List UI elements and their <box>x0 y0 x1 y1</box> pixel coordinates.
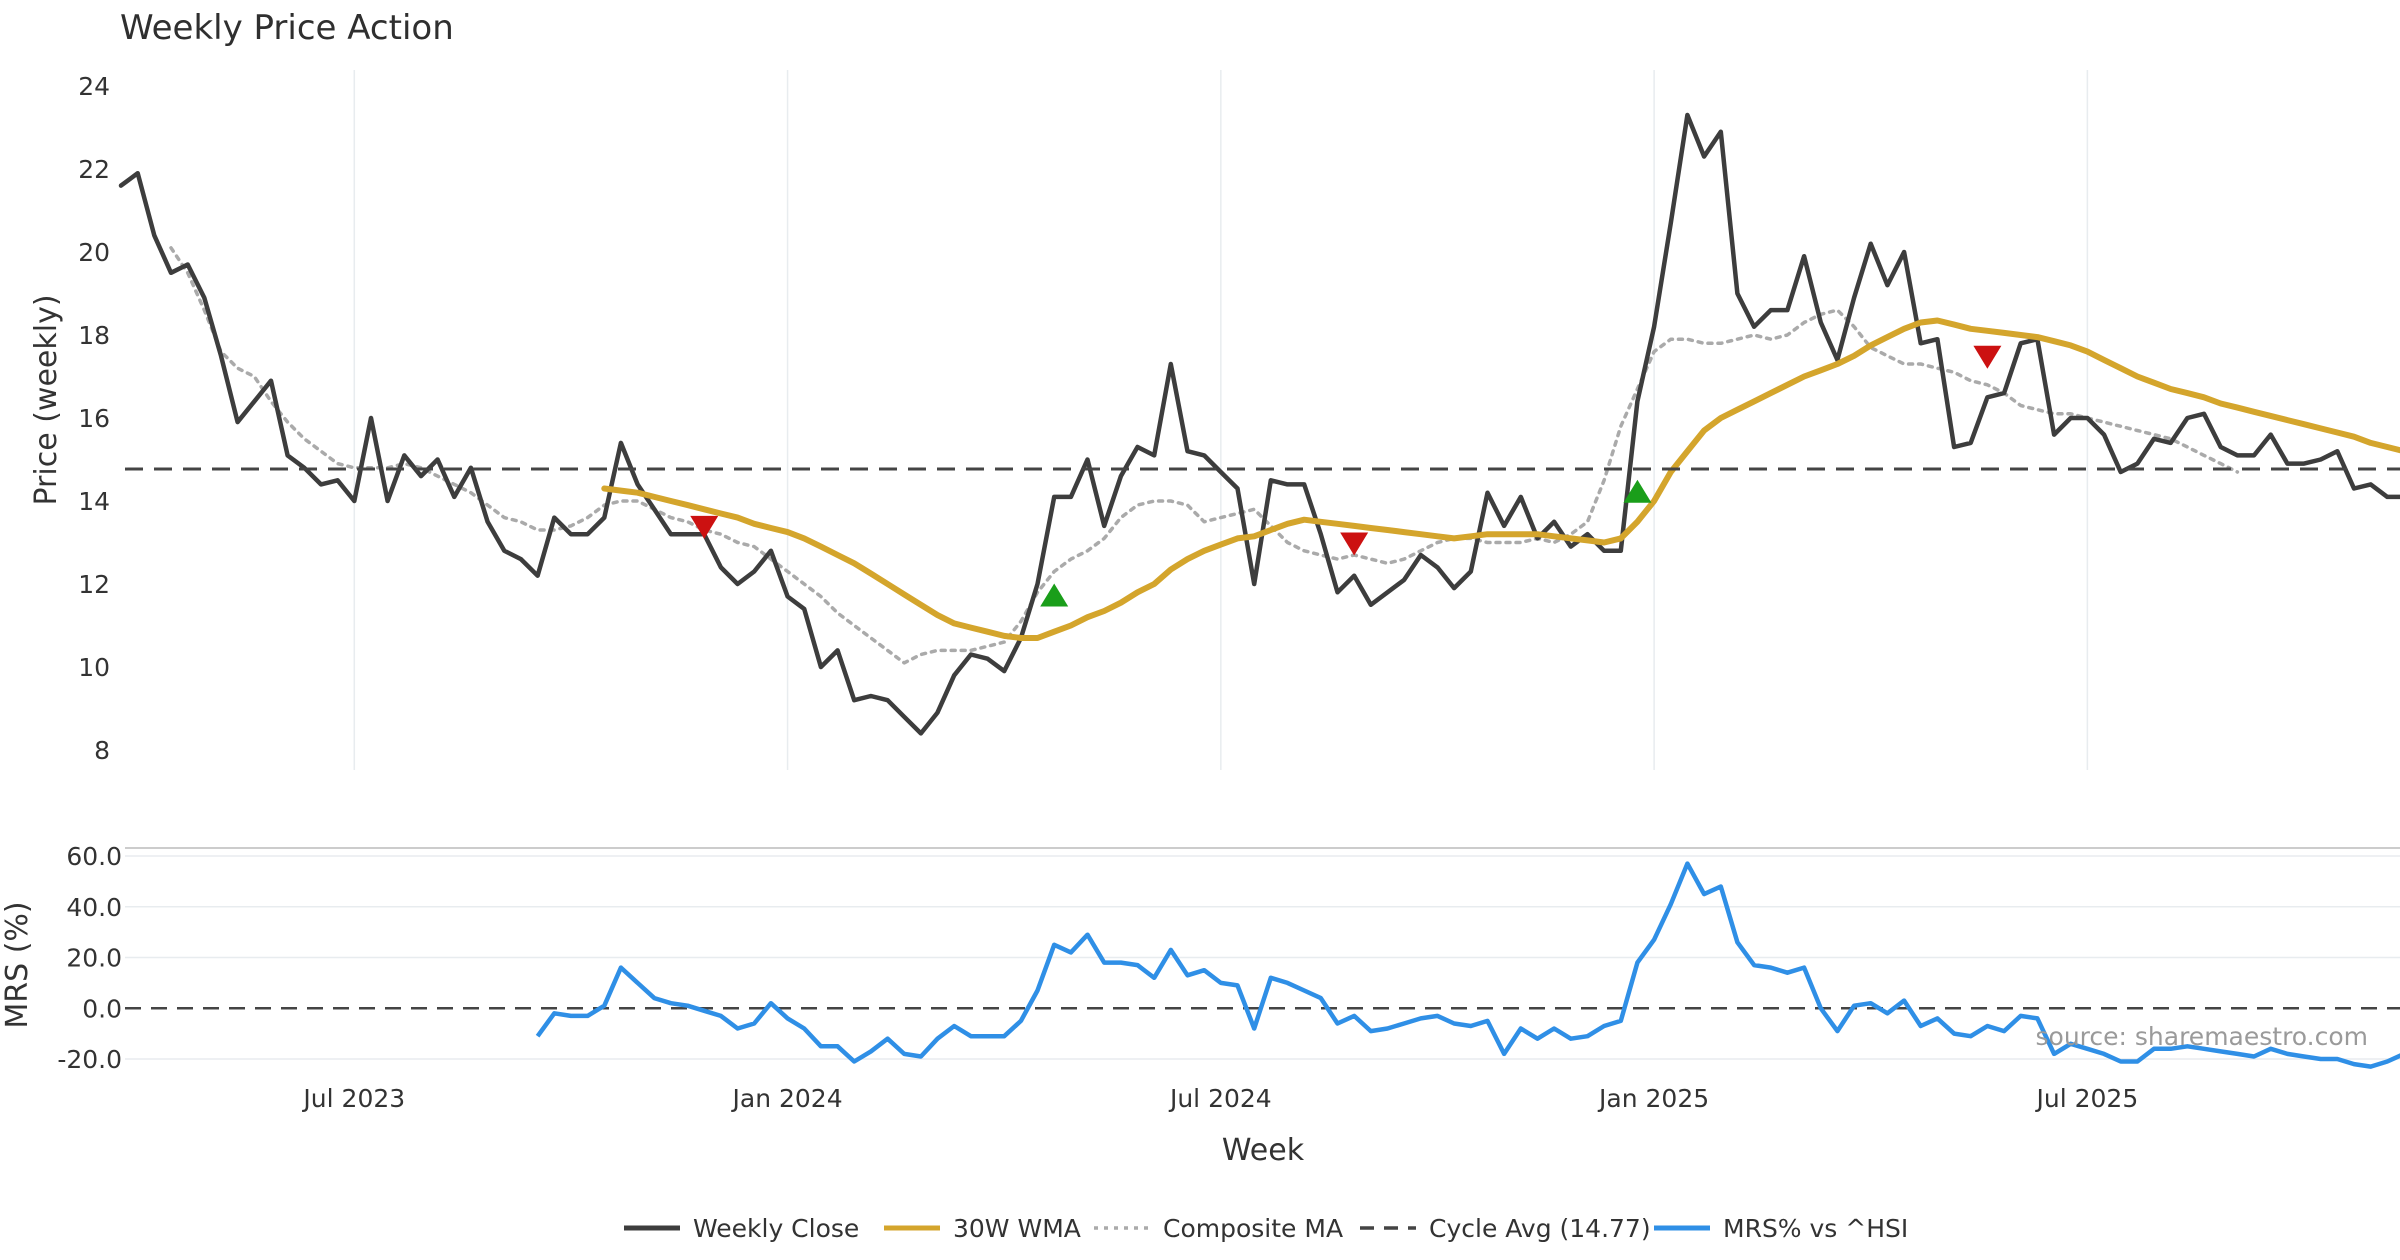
mrs-panel: 60.0 40.0 20.0 0.0 -20.0 MRS (%) source: sha… <box>0 842 2400 1074</box>
x-axis-label: Week <box>1222 1133 1305 1168</box>
legend-label: 30W WMA <box>953 1214 1081 1243</box>
legend-label: Weekly Close <box>693 1214 859 1243</box>
price-y-tick: 20 <box>78 238 110 267</box>
price-y-tick: 8 <box>94 736 110 765</box>
price-y-tick: 24 <box>78 72 110 101</box>
mrs-y-tick: -20.0 <box>57 1045 122 1074</box>
legend-item: Weekly Close <box>624 1214 859 1243</box>
price-y-tick: 14 <box>78 487 110 516</box>
legend-item: 30W WMA <box>884 1214 1081 1243</box>
mrs-y-tick: 0.0 <box>82 994 122 1023</box>
legend-label: Cycle Avg (14.77) <box>1429 1214 1651 1243</box>
composite-ma-line <box>169 246 2240 665</box>
x-tick-label: Jul 2023 <box>301 1084 405 1113</box>
wma-30w-line <box>601 317 2400 641</box>
price-panel: 8 10 12 14 16 18 20 22 24 Price (weekly) <box>29 70 2400 770</box>
x-tick-label: Jan 2024 <box>731 1084 843 1113</box>
mrs-line <box>535 861 2400 1069</box>
legend-item: Cycle Avg (14.77) <box>1360 1214 1651 1243</box>
weekly-close-line <box>118 112 2400 736</box>
legend-label: MRS% vs ^HSI <box>1723 1214 1908 1243</box>
mrs-y-tick: 20.0 <box>66 944 122 973</box>
legend-item: Composite MA <box>1094 1214 1343 1243</box>
x-tick-label: Jul 2025 <box>2035 1084 2139 1113</box>
price-y-tick: 18 <box>78 321 110 350</box>
x-tick-label: Jan 2025 <box>1597 1084 1709 1113</box>
chart-title: Weekly Price Action <box>120 8 454 48</box>
legend: Weekly Close 30W WMA Composite MA Cycle Avg… <box>624 1214 1908 1243</box>
price-y-tick: 16 <box>78 404 110 433</box>
legend-label: Composite MA <box>1163 1214 1343 1243</box>
price-y-tick: 22 <box>78 155 110 184</box>
x-tick-label: Jul 2024 <box>1168 1084 1272 1113</box>
legend-item: MRS% vs ^HSI <box>1654 1214 1908 1243</box>
buy-signal-marker <box>1040 583 1069 607</box>
sell-signal-marker <box>1340 532 1369 556</box>
sell-signal-marker <box>1973 345 2002 369</box>
mrs-axis-label: MRS (%) <box>0 901 35 1028</box>
price-y-tick: 12 <box>78 570 110 599</box>
sell-signal-marker <box>690 515 719 539</box>
mrs-y-tick: 40.0 <box>66 893 122 922</box>
mrs-y-tick: 60.0 <box>66 842 122 871</box>
price-y-tick: 10 <box>78 653 110 682</box>
buy-signal-marker <box>1623 479 1652 503</box>
price-axis-label: Price (weekly) <box>29 294 64 505</box>
source-note: source: sharemaestro.com <box>2036 1022 2369 1051</box>
